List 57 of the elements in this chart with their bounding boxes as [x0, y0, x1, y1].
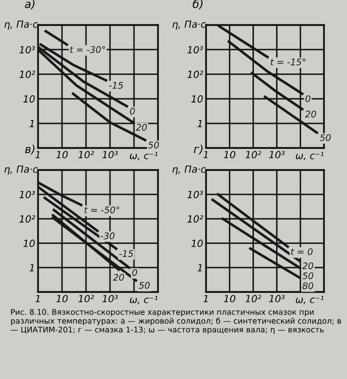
series-label: 20 — [136, 124, 147, 131]
y-tick-label: 10² — [187, 215, 204, 223]
series-label: 20 — [112, 274, 124, 281]
series-label: 50 — [302, 272, 314, 280]
series-label: -30 — [100, 232, 115, 240]
x-axis-title: ω, с⁻¹ — [296, 296, 324, 304]
y-tick-label: 10³ — [187, 190, 203, 198]
x-tick-label: 10³ — [269, 150, 285, 158]
x-tick-label: 10³ — [269, 294, 285, 302]
chart-title: г) — [194, 144, 203, 155]
series-label: 0 — [130, 108, 135, 115]
y-axis-title: η, Па·с — [4, 166, 38, 175]
x-tick-label: 10² — [246, 150, 262, 158]
x-axis-title: ω, с⁻¹ — [130, 296, 158, 304]
y-axis-title: η, Па·с — [172, 166, 206, 175]
series-label: t = -50° — [84, 206, 120, 214]
series-label: 50 — [320, 134, 331, 142]
series-label: t = -30° — [70, 46, 105, 53]
x-tick-label: 10 — [56, 150, 68, 158]
x-tick-label: 10² — [78, 294, 94, 302]
y-tick-label: 10² — [19, 70, 36, 78]
y-tick-label: 10² — [19, 215, 36, 223]
y-tick-label: 10³ — [187, 46, 203, 54]
x-tick-label: 10 — [224, 294, 236, 302]
y-tick-label: 10² — [187, 70, 204, 78]
series-label: t = 0 — [291, 248, 313, 256]
x-tick-label: 10² — [246, 294, 262, 302]
y-tick-label: 10 — [23, 95, 35, 103]
series-label: 20 — [305, 110, 316, 118]
series-label: t = -15° — [270, 58, 306, 66]
y-tick-label: 1 — [198, 264, 202, 272]
series-label: 80 — [302, 282, 314, 290]
y-tick-label: 10³ — [19, 190, 35, 198]
x-tick-label: 10 — [56, 294, 68, 302]
x-axis-title: ω, с⁻¹ — [296, 152, 324, 160]
series-label: 50 — [138, 282, 150, 289]
y-tick-label: 1 — [30, 120, 34, 128]
y-tick-label: 1 — [30, 264, 34, 272]
y-tick-label: 10 — [191, 240, 203, 248]
x-tick-label: 10³ — [102, 150, 118, 158]
x-axis-title: ω, с⁻¹ — [130, 152, 158, 160]
y-tick-label: 1 — [198, 120, 202, 128]
y-tick-label: 10 — [23, 240, 35, 248]
y-axis-title: η, Па·с — [4, 20, 38, 30]
chart-title: в) — [25, 144, 34, 155]
y-axis-title: η, Па·с — [172, 20, 206, 30]
series-label: 0 — [305, 95, 310, 102]
y-tick-label: 10 — [191, 95, 203, 103]
x-tick-label: 10² — [78, 150, 94, 158]
series-label: -15 — [119, 250, 134, 257]
x-tick-label: 10³ — [102, 294, 118, 302]
x-tick-label: 10 — [224, 150, 236, 158]
series-label: 0 — [132, 269, 138, 276]
series-label: 20 — [302, 262, 314, 270]
series-label: -15 — [109, 82, 124, 89]
series-label: 50 — [148, 142, 159, 148]
y-tick-label: 10³ — [19, 46, 35, 54]
